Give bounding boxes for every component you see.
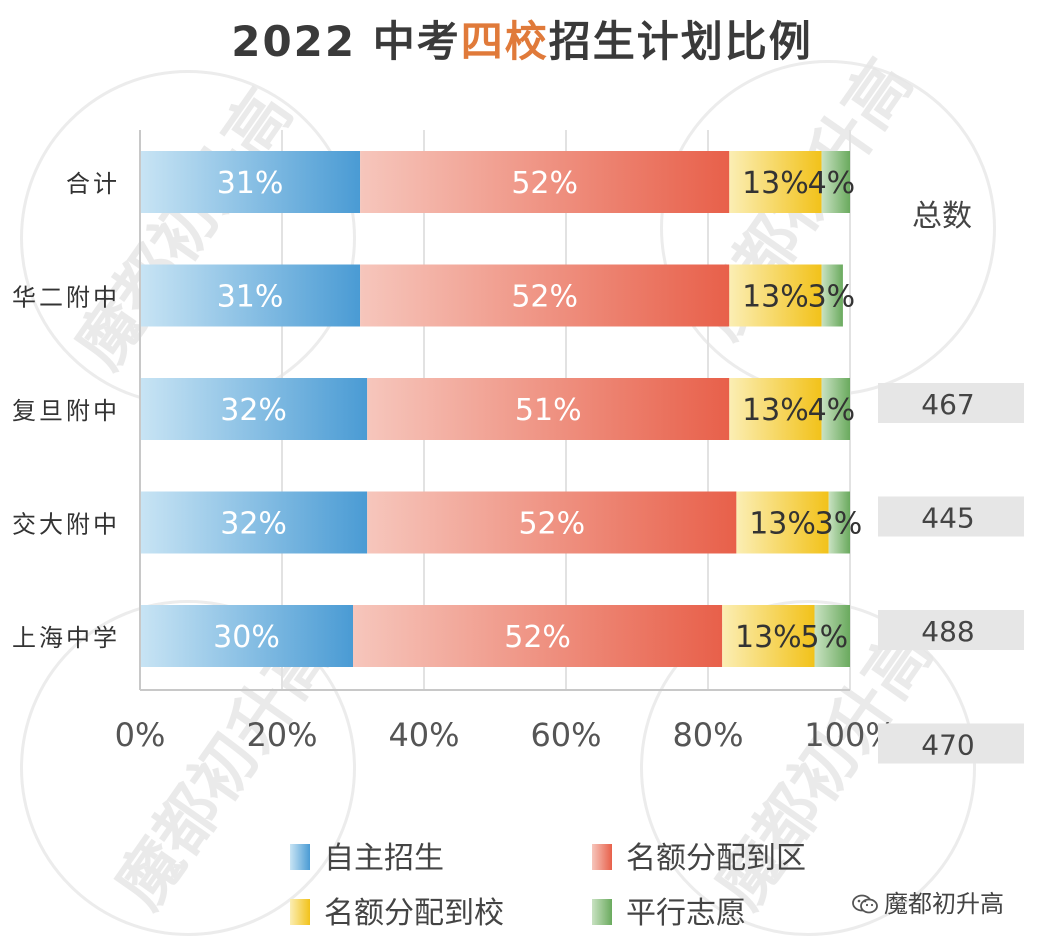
legend-label: 平行志愿: [626, 896, 746, 931]
bar-segment: [140, 378, 368, 440]
data-label: 13%: [742, 280, 809, 315]
totals-column: 总数 467 445 488 470: [878, 199, 1024, 764]
total-value: 488: [921, 615, 974, 648]
bar-segment: [140, 491, 368, 554]
bar-segment: [729, 151, 822, 213]
data-label: 3%: [815, 507, 863, 542]
watermark-circle: [640, 600, 976, 936]
data-label: 32%: [220, 393, 287, 428]
total-cell: [878, 383, 1024, 423]
category-label: 交大附中: [12, 511, 120, 539]
total-value: 467: [921, 388, 974, 421]
x-tick-label: 40%: [388, 716, 459, 754]
bar-segment: [360, 151, 730, 213]
legend-swatch: [592, 844, 612, 870]
bar-segment: [821, 378, 850, 440]
data-label: 3%: [808, 280, 856, 315]
bar-segment: [821, 151, 850, 213]
category-label: 复旦附中: [12, 397, 120, 425]
title-part1: 2022 中考: [231, 17, 461, 66]
data-label: 13%: [749, 507, 816, 542]
data-label: 5%: [801, 620, 849, 655]
total-cell: [878, 610, 1024, 650]
category-label: 华二附中: [12, 284, 120, 312]
data-label: 52%: [511, 166, 578, 201]
legend-label: 名额分配到区: [626, 841, 806, 876]
legend-swatch: [290, 899, 310, 925]
x-tick-label: 20%: [246, 716, 317, 754]
category-label: 上海中学: [12, 624, 120, 652]
data-label: 31%: [217, 280, 284, 315]
bar-segment: [722, 605, 815, 667]
legend-swatch: [592, 899, 612, 925]
total-value: 445: [921, 502, 974, 535]
data-label: 31%: [217, 166, 284, 201]
bar-segment: [736, 491, 829, 554]
data-label: 52%: [504, 620, 571, 655]
bar-segment: [821, 264, 843, 327]
data-label: 52%: [511, 280, 578, 315]
bar-segment: [828, 491, 850, 554]
total-value: 470: [921, 729, 974, 762]
data-label: 30%: [213, 620, 280, 655]
total-cell: [878, 723, 1024, 764]
x-tick-label: 0%: [115, 716, 166, 754]
bar-segment: [729, 378, 822, 440]
legend-label: 名额分配到校: [324, 896, 504, 931]
data-label: 13%: [735, 620, 802, 655]
bar-segment: [814, 605, 850, 667]
category-label: 合计: [66, 170, 120, 198]
data-label: 4%: [808, 166, 856, 201]
chart-title: 2022 中考四校招生计划比例: [0, 8, 1044, 69]
bar-segment: [729, 264, 822, 327]
bar-segment: [367, 491, 737, 554]
title-part2: 招生计划比例: [548, 17, 813, 66]
bars: [140, 151, 850, 667]
legend-swatch: [290, 844, 310, 870]
bar-segment: [353, 605, 723, 667]
bar-segment: [367, 378, 730, 440]
bar-segment: [140, 151, 361, 213]
brand: 魔都初升高: [852, 884, 1004, 919]
watermark-circle: [20, 600, 356, 936]
data-label: 51%: [515, 393, 582, 428]
data-label: 4%: [808, 393, 856, 428]
brand-name: 魔都初升高: [884, 890, 1004, 918]
bar-segment: [140, 605, 353, 667]
data-label: 13%: [742, 166, 809, 201]
totals-header: 总数: [912, 199, 972, 234]
data-label: 32%: [220, 507, 287, 542]
x-tick-label: 60%: [530, 716, 601, 754]
data-labels: 31% 52% 13%4%31% 52% 13%3%32% 51% 13%4%32% 52% 1…: [213, 166, 862, 655]
legend-label: 自主招生: [324, 841, 444, 876]
bar-segment: [140, 264, 361, 327]
data-label: 52%: [518, 507, 585, 542]
x-tick-label: 80%: [672, 716, 743, 754]
total-cell: [878, 496, 1024, 537]
bar-segment: [360, 264, 730, 327]
title-highlight: 四校: [460, 17, 549, 66]
wechat-icon: [852, 892, 878, 913]
data-label: 13%: [742, 393, 809, 428]
